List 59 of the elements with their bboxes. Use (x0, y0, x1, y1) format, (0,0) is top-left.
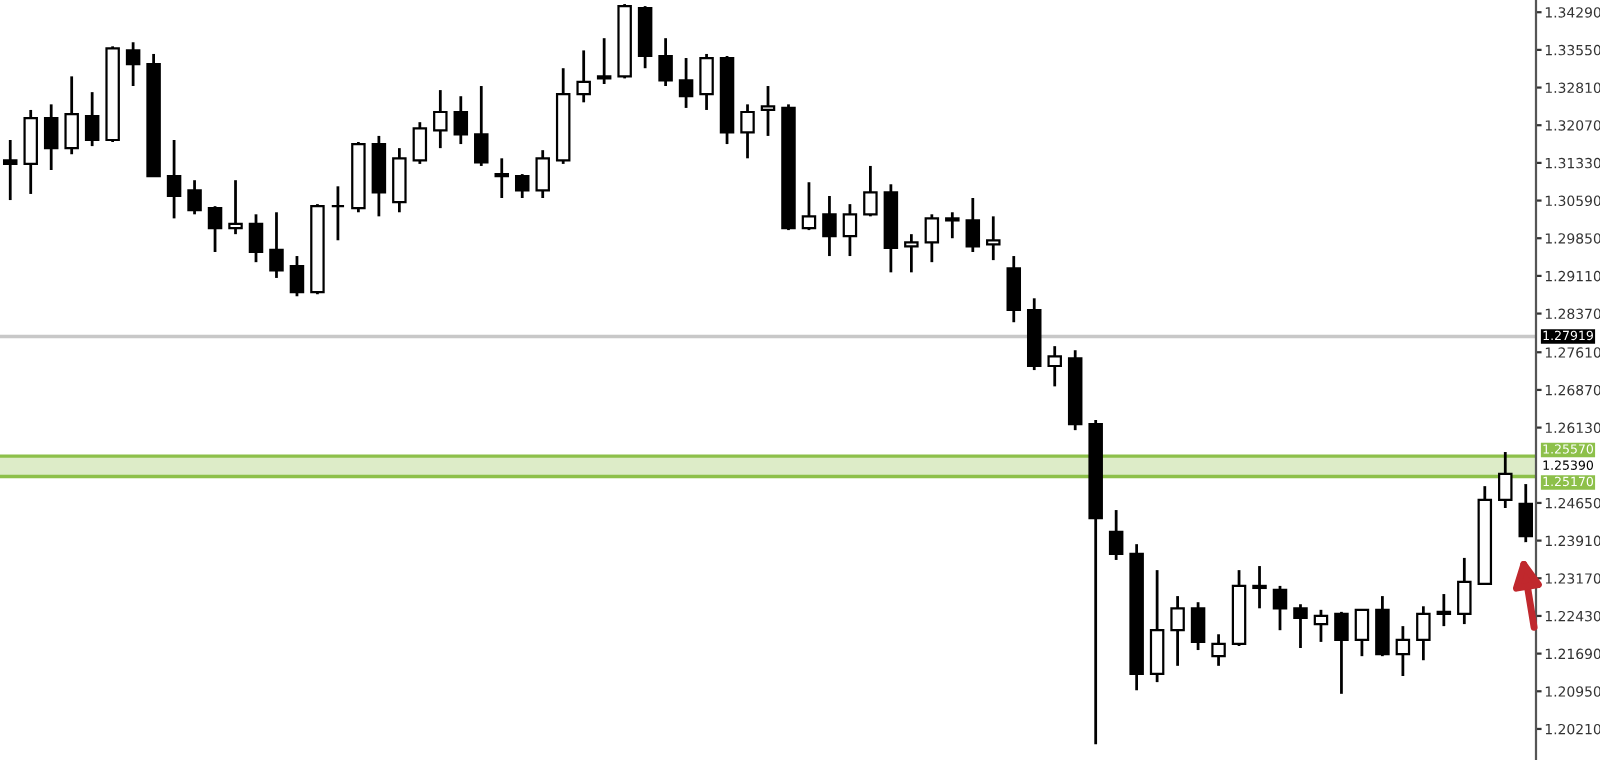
candlestick (1149, 568, 1165, 684)
candlestick (330, 184, 346, 242)
candlestick (986, 214, 1001, 262)
candlestick (535, 148, 550, 200)
candlestick (1457, 556, 1472, 626)
candlestick (904, 232, 919, 274)
candlestick (596, 36, 612, 86)
candlestick (43, 102, 59, 172)
candlestick (678, 56, 694, 110)
candlestick (514, 172, 530, 200)
candlestick (1272, 584, 1288, 632)
candlestick (2, 138, 18, 202)
candlestick (924, 212, 940, 264)
candlestick (187, 178, 202, 216)
candlestick (760, 84, 776, 138)
candlestick (125, 40, 141, 88)
candlestick (412, 120, 428, 166)
candlestick (1416, 604, 1431, 662)
candlestick (1252, 564, 1267, 610)
candlestick (1190, 600, 1206, 652)
candlestick (1395, 624, 1411, 678)
candlestick (1375, 594, 1390, 658)
candlestick (474, 84, 489, 168)
candlestick (1108, 508, 1124, 562)
candlestick (965, 196, 981, 254)
candlestick (433, 88, 448, 150)
candlestick (576, 49, 591, 104)
candlestick (822, 194, 837, 258)
candlestick (1498, 450, 1513, 510)
candlestick (1334, 610, 1349, 696)
candlestick (699, 52, 714, 112)
candlestick (1006, 254, 1022, 324)
candlestick (1293, 602, 1308, 650)
candlestick (637, 4, 653, 70)
candlestick (740, 102, 755, 160)
candlestick (1313, 608, 1329, 644)
candlestick (1211, 632, 1226, 668)
candlestick (1354, 608, 1370, 658)
candlestick (801, 180, 817, 232)
candlestick (1436, 592, 1452, 628)
candlestick (166, 138, 182, 220)
candlestick (23, 108, 38, 196)
candlestick (1170, 594, 1185, 668)
candlestick (269, 210, 284, 280)
candlestick (64, 74, 79, 156)
candlestick (658, 36, 673, 88)
candlestick (494, 156, 510, 200)
candlestick (228, 178, 243, 236)
candlestick (248, 212, 264, 264)
candlestick (84, 90, 100, 148)
candlestick (453, 94, 469, 146)
candlestick (945, 210, 960, 240)
candlestick (289, 254, 305, 298)
candlestick (842, 202, 858, 258)
candlestick (1047, 344, 1062, 388)
candlestick (207, 204, 223, 254)
candlestick (863, 164, 878, 218)
candlestick (392, 146, 407, 214)
candlestick (1518, 482, 1534, 544)
